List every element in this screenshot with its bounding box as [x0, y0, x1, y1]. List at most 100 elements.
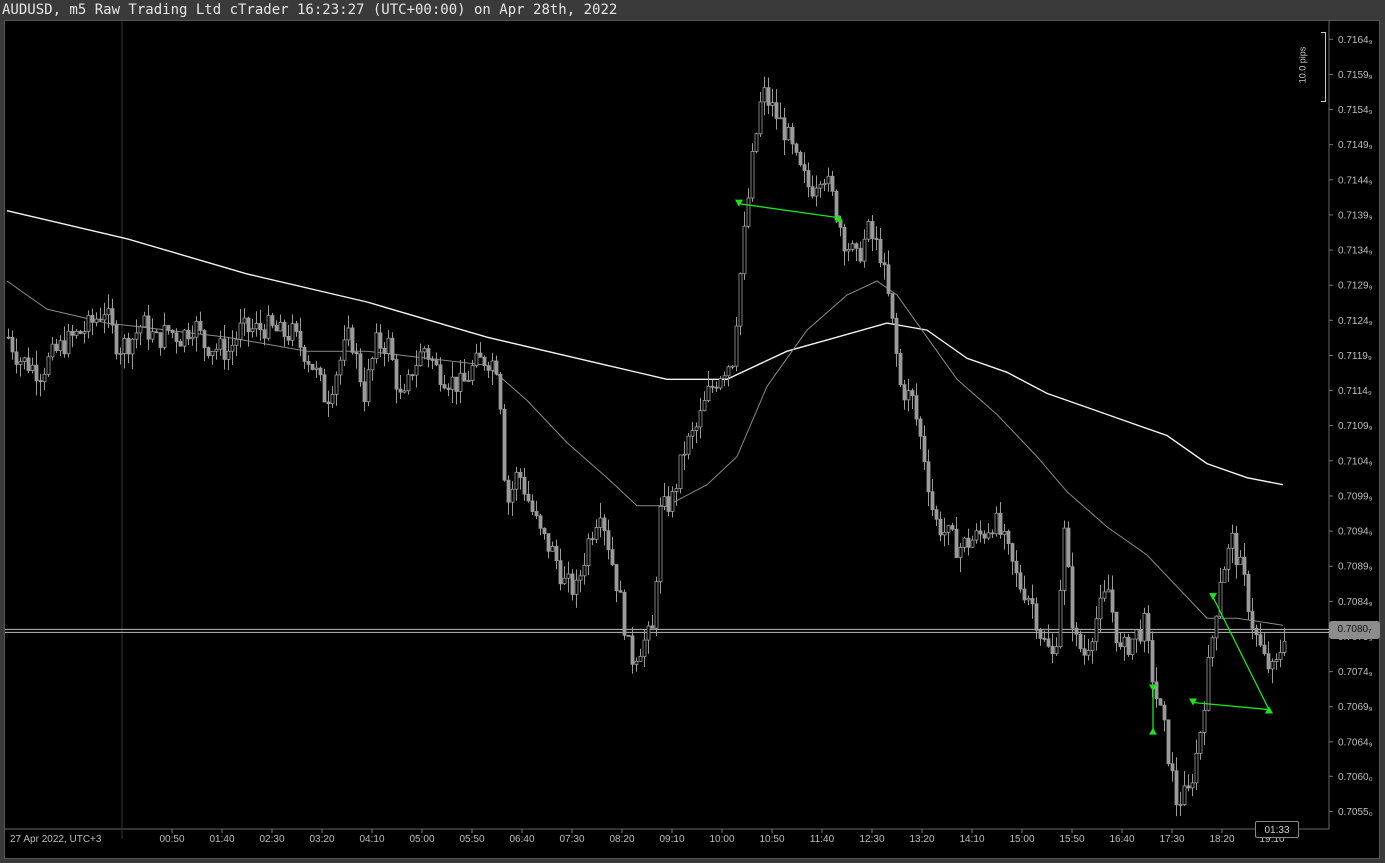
- candle-body: [978, 530, 983, 535]
- candle-body: [1038, 629, 1043, 639]
- candle-body: [542, 527, 547, 535]
- candle-body: [406, 374, 411, 392]
- candle-body: [346, 327, 351, 341]
- candle-body: [430, 359, 435, 361]
- candle-body: [6, 336, 11, 339]
- time-start-label: 27 Apr 2022, UTC+3: [10, 834, 102, 845]
- time-tick-label: 05:00: [409, 834, 434, 845]
- pips-scale-bracket: [1321, 32, 1326, 102]
- candle-body: [1090, 641, 1095, 651]
- candle-body: [698, 410, 703, 428]
- time-tick-label: 12:30: [859, 834, 884, 845]
- candle-body: [122, 337, 127, 354]
- price-tick-label: 0.7074₉: [1338, 667, 1373, 678]
- candle-body: [190, 336, 195, 340]
- candle-body: [110, 308, 115, 326]
- candle-body: [1222, 568, 1227, 583]
- candle-body: [522, 476, 527, 495]
- candle-body: [354, 351, 359, 355]
- candle-body: [30, 364, 35, 372]
- candle-body: [1002, 530, 1007, 535]
- candle-body: [606, 530, 611, 551]
- candle-body: [550, 546, 555, 552]
- candle-body: [462, 372, 467, 382]
- candle-body: [906, 390, 911, 401]
- price-tick-label: 0.7159₉: [1338, 70, 1373, 81]
- candle-body: [570, 573, 575, 595]
- candle-body: [898, 353, 903, 386]
- candle-body: [526, 493, 531, 502]
- candle-body: [930, 491, 935, 510]
- candle-body: [590, 538, 595, 541]
- candle-body: [854, 243, 859, 249]
- candle-body: [394, 359, 399, 390]
- candle-body: [1254, 627, 1259, 636]
- candle-body: [574, 579, 579, 595]
- price-tick-label: 0.7084₉: [1338, 597, 1373, 608]
- candle-body: [418, 351, 423, 366]
- candle-body: [510, 488, 515, 503]
- candle-body: [970, 539, 975, 548]
- candle-body: [658, 506, 663, 583]
- bottom-border: [0, 859, 1385, 863]
- candle-body: [1050, 645, 1055, 655]
- candle-body: [742, 225, 747, 275]
- candle-body: [1082, 648, 1087, 656]
- candle-body: [794, 143, 799, 153]
- time-tick-label: 11:40: [810, 834, 835, 845]
- price-tick-label: 0.7139₉: [1338, 210, 1373, 221]
- candle-body: [1270, 661, 1275, 670]
- candle-body: [82, 331, 87, 334]
- candle-body: [966, 537, 971, 548]
- candle-body: [1130, 638, 1135, 655]
- candle-body: [78, 330, 83, 334]
- candle-body: [1246, 573, 1251, 612]
- candle-body: [630, 635, 635, 665]
- candle-body: [918, 418, 923, 437]
- zigzag-marker-down: [1189, 698, 1197, 706]
- candle-body: [894, 317, 899, 354]
- candle-body: [314, 367, 319, 370]
- candle-body: [1030, 598, 1035, 605]
- candle-body: [914, 395, 919, 420]
- candle-body: [1226, 547, 1231, 570]
- candle-body: [170, 329, 175, 334]
- price-tick-label: 0.7089₉: [1338, 562, 1373, 573]
- price-tick-label: 0.7099₉: [1338, 491, 1373, 502]
- candle-body: [642, 639, 647, 657]
- candle-body: [1154, 681, 1159, 700]
- candle-body: [694, 426, 699, 431]
- candle-body: [850, 243, 855, 250]
- bar-timer[interactable]: 01:33: [1255, 821, 1299, 838]
- candle-body: [774, 102, 779, 119]
- candle-body: [1158, 698, 1163, 706]
- candle-body: [1042, 638, 1047, 640]
- candle-body: [994, 512, 999, 535]
- candle-body: [790, 126, 795, 145]
- candle-body: [50, 343, 55, 358]
- candle-body: [686, 435, 691, 455]
- candle-body: [866, 221, 871, 240]
- candle-body: [890, 293, 895, 319]
- candle-body: [566, 573, 571, 579]
- candle-body: [1202, 709, 1207, 733]
- moving-average-slow: [6, 210, 1284, 486]
- candle-body: [242, 317, 247, 324]
- candle-body: [1194, 752, 1199, 784]
- candle-body: [46, 356, 51, 375]
- candle-body: [1258, 634, 1263, 646]
- candle-body: [278, 321, 283, 332]
- candle-body: [586, 538, 591, 566]
- candle-body: [810, 186, 815, 197]
- candle-body: [466, 380, 471, 382]
- candle-body: [238, 322, 243, 340]
- candle-body: [54, 343, 59, 352]
- candle-body: [834, 190, 839, 221]
- candle-body: [446, 387, 451, 390]
- candle-body: [902, 384, 907, 401]
- candle-body: [1150, 640, 1155, 683]
- time-tick-label: 19:10: [1259, 834, 1284, 845]
- time-tick-label: 16:40: [1109, 834, 1134, 845]
- candle-body: [226, 350, 231, 360]
